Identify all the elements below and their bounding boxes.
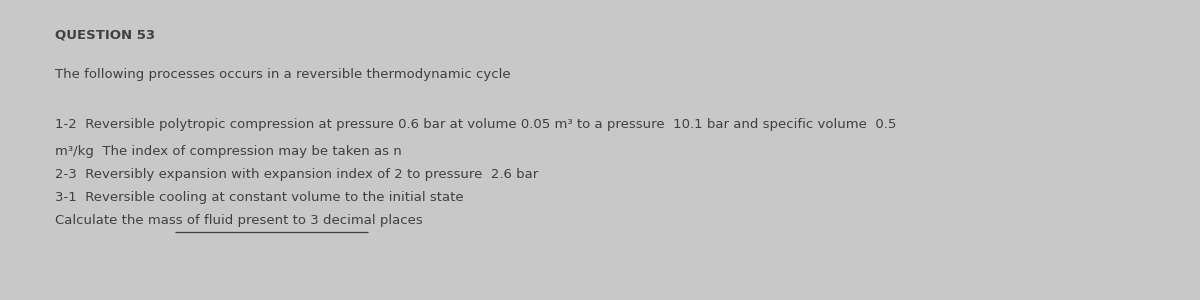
Text: 3-1  Reversible cooling at constant volume to the initial state: 3-1 Reversible cooling at constant volum… [55, 191, 463, 204]
Text: The following processes occurs in a reversible thermodynamic cycle: The following processes occurs in a reve… [55, 68, 511, 81]
Text: 2-3  Reversibly expansion with expansion index of 2 to pressure  2.6 bar: 2-3 Reversibly expansion with expansion … [55, 168, 539, 181]
Text: 1-2  Reversible polytropic compression at pressure 0.6 bar at volume 0.05 m³ to : 1-2 Reversible polytropic compression at… [55, 118, 896, 131]
Text: QUESTION 53: QUESTION 53 [55, 28, 155, 41]
Text: Calculate the mass of fluid present to 3 decimal places: Calculate the mass of fluid present to 3… [55, 214, 422, 227]
Text: m³/kg  The index of compression may be taken as n: m³/kg The index of compression may be ta… [55, 145, 402, 158]
